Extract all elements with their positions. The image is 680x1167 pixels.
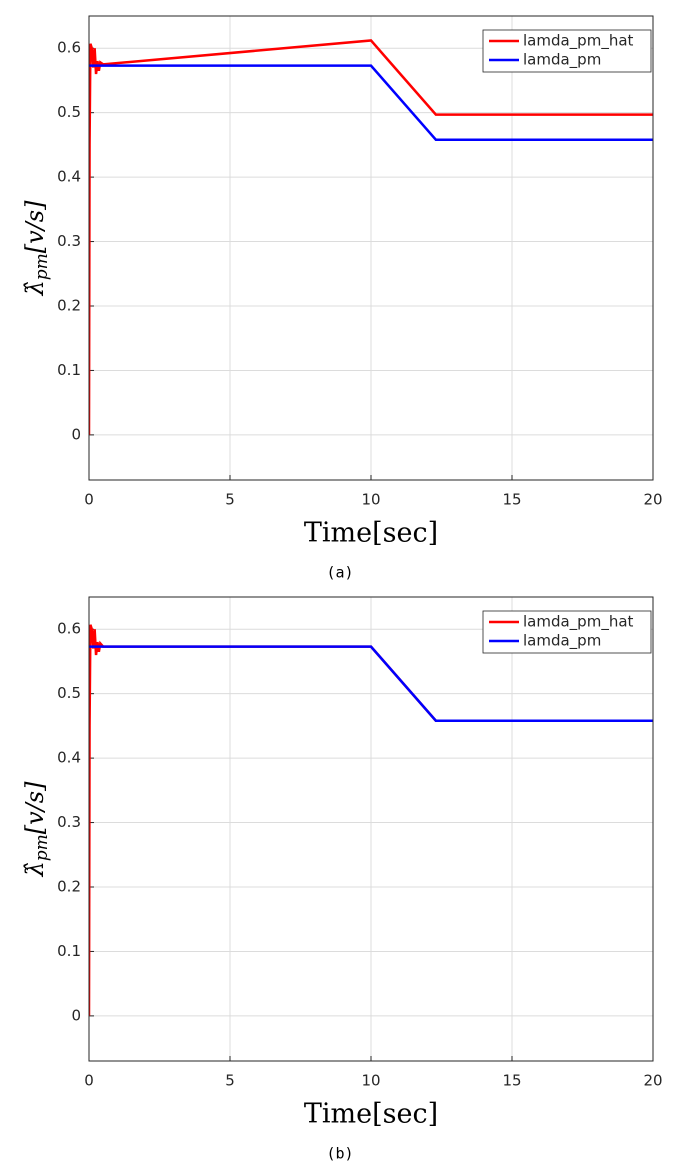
y-tick-label: 0.3 xyxy=(57,232,81,250)
y-axis-label: λ̂pm[v/s] xyxy=(21,781,52,878)
x-tick-label: 5 xyxy=(225,1072,235,1090)
legend-box xyxy=(482,29,652,73)
x-tick-label: 15 xyxy=(502,491,521,509)
series-line xyxy=(89,64,653,141)
y-tick-label: 0.1 xyxy=(57,361,81,379)
y-tick-label: 0.1 xyxy=(57,942,81,960)
y-tick-label: 0.4 xyxy=(57,168,81,186)
series-line xyxy=(89,645,653,722)
x-tick-label: 10 xyxy=(361,1072,380,1090)
caption: (b) xyxy=(326,1145,353,1163)
x-tick-label: 5 xyxy=(225,491,235,509)
y-tick-label: 0.5 xyxy=(57,684,81,702)
y-tick-label: 0.2 xyxy=(57,297,81,315)
y-tick-label: 0.3 xyxy=(57,813,81,831)
x-axis-label: Time[sec] xyxy=(304,1099,438,1130)
caption: (a) xyxy=(326,564,353,582)
legend-label: lamda_pm xyxy=(523,51,601,70)
x-tick-label: 20 xyxy=(643,1072,662,1090)
y-axis-label-part: λ̂ xyxy=(21,280,49,296)
legend-label: lamda_pm xyxy=(523,632,601,651)
y-tick-label: 0.2 xyxy=(57,878,81,896)
legend-label: lamda_pm_hat xyxy=(523,32,634,51)
y-axis-label-part: λ̂ xyxy=(21,861,49,877)
plot-frame xyxy=(88,596,654,1062)
x-tick-label: 0 xyxy=(84,491,94,509)
y-tick-label: 0.4 xyxy=(57,749,81,767)
y-tick-label: 0 xyxy=(71,425,81,443)
series-line xyxy=(89,39,653,435)
y-axis-label-part: [v/s] xyxy=(21,781,49,834)
y-tick-label: 0.5 xyxy=(57,103,81,121)
x-axis-label: Time[sec] xyxy=(304,518,438,549)
y-axis-label: λ̂pm[v/s] xyxy=(21,200,52,297)
y-axis-label-part: pm xyxy=(32,253,52,280)
y-tick-label: 0.6 xyxy=(57,39,81,57)
legend-label: lamda_pm_hat xyxy=(523,613,634,632)
y-axis-label-part: [v/s] xyxy=(21,200,49,253)
x-tick-label: 20 xyxy=(643,491,662,509)
y-axis-label-part: pm xyxy=(32,834,52,861)
x-tick-label: 15 xyxy=(502,1072,521,1090)
x-tick-label: 0 xyxy=(84,1072,94,1090)
plot-frame xyxy=(88,15,654,481)
y-tick-label: 0.6 xyxy=(57,620,81,638)
y-tick-label: 0 xyxy=(71,1006,81,1024)
legend-box xyxy=(482,610,652,654)
x-tick-label: 10 xyxy=(361,491,380,509)
